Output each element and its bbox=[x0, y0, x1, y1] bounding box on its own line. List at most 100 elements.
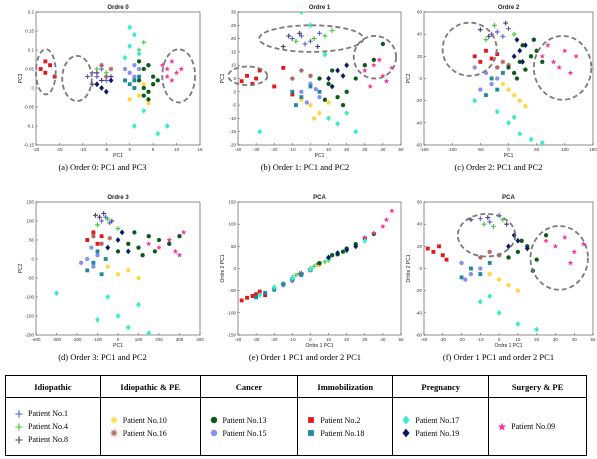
asterisk-marker-icon bbox=[110, 429, 118, 437]
highlight-ellipse bbox=[352, 35, 398, 80]
data-point bbox=[123, 78, 127, 83]
data-point bbox=[132, 63, 137, 68]
data-point bbox=[155, 130, 161, 137]
data-point bbox=[567, 260, 574, 266]
plot-pca-f: PCA-40 -30 -20 -10 0 10 20 30 40 50-60-40-2002040… bbox=[406, 195, 596, 349]
x-axis-label: Ordre 1 PC1 bbox=[494, 343, 522, 349]
diamond-marker-icon bbox=[402, 415, 410, 425]
x-tick-label: -40 bbox=[235, 147, 242, 152]
data-point bbox=[495, 87, 500, 92]
y-tick-label: 20 bbox=[417, 244, 423, 249]
highlight-ellipse bbox=[441, 21, 498, 77]
data-point bbox=[514, 76, 520, 81]
data-point bbox=[380, 223, 386, 229]
data-point bbox=[132, 230, 137, 235]
data-point bbox=[353, 76, 358, 81]
plus-marker-icon bbox=[15, 409, 23, 418]
legend-marker bbox=[210, 429, 217, 437]
data-point bbox=[263, 293, 268, 298]
data-point bbox=[330, 253, 335, 258]
legend-title-surgery-pe: Surgery & PE bbox=[488, 375, 587, 398]
data-point bbox=[177, 234, 182, 239]
data-point bbox=[95, 249, 100, 254]
data-point bbox=[383, 216, 390, 223]
circle-marker-icon bbox=[210, 416, 217, 424]
data-point bbox=[500, 81, 506, 87]
y-tick-label: 15 bbox=[231, 49, 237, 54]
y-tick-label: 10 bbox=[231, 63, 237, 68]
y-axis-label: PC2 bbox=[220, 73, 226, 83]
data-point bbox=[335, 250, 341, 256]
y-tick-label: -100 bbox=[25, 295, 35, 300]
legend-cell-idiopathic-pe: Patient No.10 Patient No.16 bbox=[99, 397, 201, 456]
legend-entry-label: Patient No.09 bbox=[511, 422, 556, 431]
data-point bbox=[95, 316, 100, 323]
data-point bbox=[478, 266, 483, 271]
data-point bbox=[299, 95, 304, 100]
x-tick-label: 15 bbox=[197, 147, 203, 152]
data-point bbox=[315, 44, 321, 49]
data-point bbox=[146, 63, 151, 68]
data-point bbox=[317, 30, 322, 36]
y-axis-label: Ordre 2 PC1 bbox=[220, 254, 226, 282]
data-point bbox=[511, 92, 517, 98]
square-marker-icon bbox=[308, 430, 315, 436]
data-point bbox=[389, 207, 395, 214]
legend-entry: Patient No.09 bbox=[497, 422, 586, 432]
data-point bbox=[299, 272, 304, 277]
data-point bbox=[317, 261, 322, 266]
plot-order0: Ordre 0 -20 -15 -10 -5 0 5 10 15 -0.15 -0.1 -0.05 0 0… bbox=[18, 5, 203, 159]
legend-marker bbox=[308, 430, 315, 436]
caption-c: (c) Order 2: PC1 and PC2 bbox=[454, 162, 543, 172]
y-tick-label: -100 bbox=[227, 310, 237, 315]
data-point bbox=[517, 98, 523, 104]
legend-entry-label: Patient No.17 bbox=[415, 415, 460, 425]
data-point bbox=[362, 238, 368, 244]
x-tick-label: -30 bbox=[253, 337, 260, 342]
data-point bbox=[250, 81, 255, 86]
x-tick-label: -300 bbox=[52, 337, 62, 342]
panel-a: Ordre 0 -20 -15 -10 -5 0 5 10 15 -0.15 -0.1 -0.05 0 0… bbox=[0, 0, 205, 160]
data-point bbox=[523, 67, 528, 72]
y-tick-label: 20 bbox=[417, 54, 423, 59]
legend-marker bbox=[15, 422, 23, 431]
data-point bbox=[94, 81, 100, 88]
x-tick-label: 50 bbox=[534, 147, 540, 152]
plot-frame bbox=[35, 201, 201, 336]
data-point bbox=[155, 78, 160, 83]
data-point bbox=[489, 76, 494, 81]
data-points bbox=[38, 24, 184, 137]
y-tick-label: 60 bbox=[417, 200, 423, 205]
data-point bbox=[43, 59, 48, 64]
legend-entry-label: Patient No.1 bbox=[28, 409, 68, 418]
panel-c: Ordre 2 -150 -100 -50 0 50 100 150 -60 -40 -20 0 20 4… bbox=[400, 0, 597, 160]
data-point bbox=[126, 241, 131, 246]
plot-order3: Ordre 3 -400 -300 -200 -100 0 100 200 300 400 -200… bbox=[18, 195, 204, 349]
highlight-ellipse bbox=[227, 65, 269, 87]
y-tick-label: -15 bbox=[229, 129, 236, 134]
x-tick-label: 50 bbox=[590, 337, 596, 342]
y-tick-label: -40 bbox=[415, 120, 422, 125]
data-point bbox=[298, 68, 304, 73]
data-point bbox=[344, 62, 350, 69]
data-point bbox=[491, 223, 496, 229]
highlight-ellipse bbox=[532, 35, 593, 101]
x-tick-label: -100 bbox=[448, 147, 458, 152]
y-tick-label: -60 bbox=[415, 143, 422, 148]
data-point bbox=[380, 72, 386, 79]
data-point bbox=[125, 324, 131, 331]
caption-a: (a) Order 0: PC1 and PC3 bbox=[58, 162, 147, 172]
data-point bbox=[534, 257, 539, 262]
data-point bbox=[580, 241, 587, 247]
data-point bbox=[122, 66, 128, 72]
data-point bbox=[326, 100, 331, 105]
data-point bbox=[326, 81, 331, 86]
data-point bbox=[132, 78, 137, 83]
data-point bbox=[293, 272, 299, 278]
legend-title-cancer: Cancer bbox=[199, 375, 299, 398]
x-tick-label: -200 bbox=[72, 337, 82, 342]
data-point bbox=[150, 74, 156, 79]
data-point bbox=[136, 245, 141, 250]
data-point bbox=[383, 78, 390, 84]
data-point bbox=[180, 229, 187, 235]
